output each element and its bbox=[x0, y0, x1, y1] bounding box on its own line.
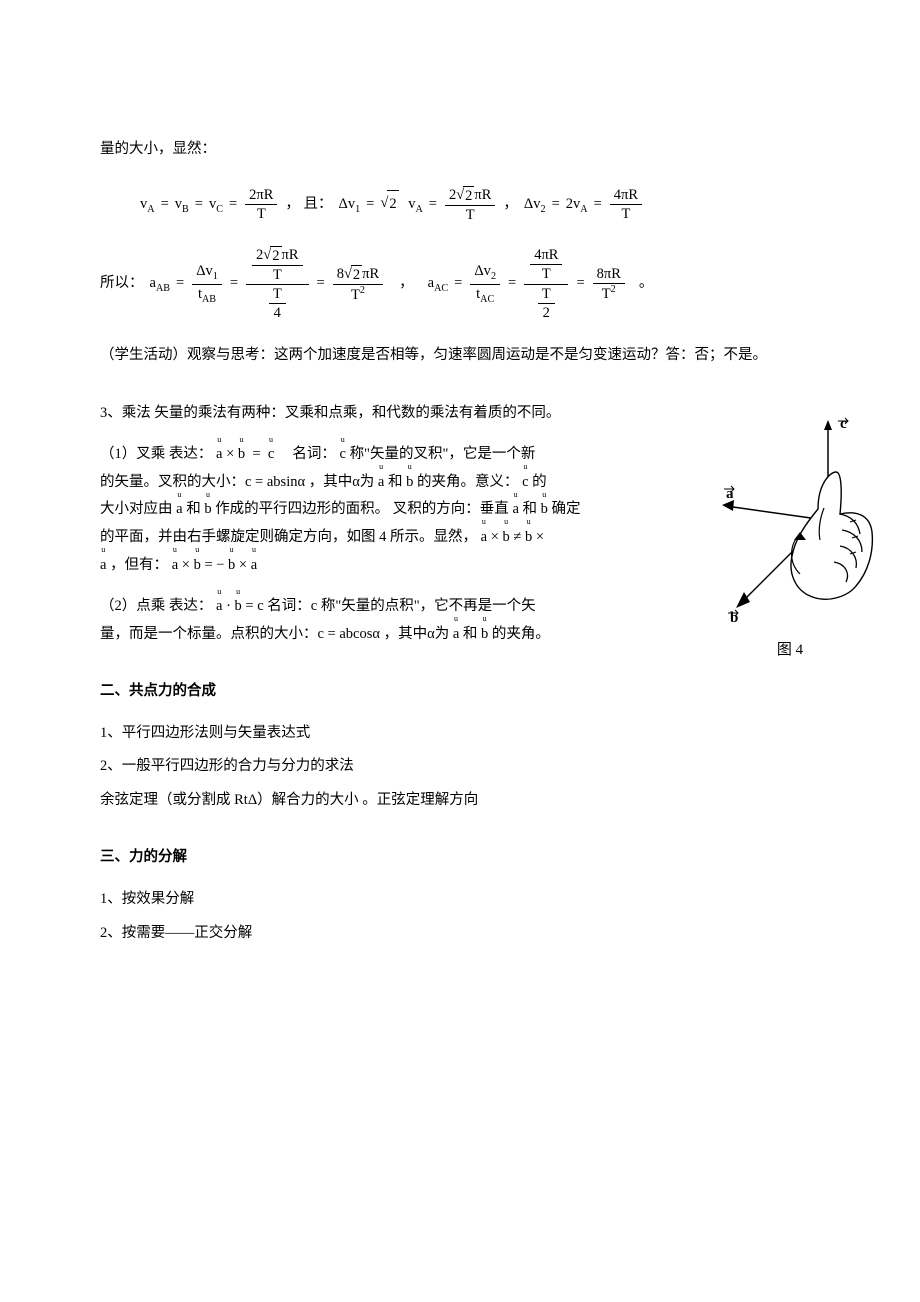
sec2-item-3: 余弦定理（或分割成 RtΔ）解合力的大小 。正弦定理解方向 bbox=[100, 787, 820, 815]
page: 量的大小，显然： vA = vB = vC = 2πRT ， 且： Δv1 = … bbox=[0, 0, 920, 1013]
figure-4: c a b bbox=[700, 414, 880, 665]
cross-product-paragraph: （1）叉乘 表达： ua × ub = uc 名词： uc 称"矢量的叉积"，它… bbox=[100, 441, 680, 579]
section-3: c a b bbox=[100, 400, 820, 648]
sec2-item-1: 1、平行四边形法则与矢量表达式 bbox=[100, 720, 820, 748]
sec2-heading: 二、共点力的合成 bbox=[100, 678, 820, 706]
equation-1: vA = vB = vC = 2πRT ， 且： Δv1 = 2 vA = 22… bbox=[140, 186, 820, 224]
equation-2: 所以： aAB = Δv1 tAB = 22πR T T 4 bbox=[100, 246, 820, 323]
intro-line: 量的大小，显然： bbox=[100, 136, 820, 164]
sec-decomp-heading: 三、力的分解 bbox=[100, 844, 820, 872]
sec-decomp-item-1: 1、按效果分解 bbox=[100, 886, 820, 914]
sec2-item-2: 2、一般平行四边形的合力与分力的求法 bbox=[100, 753, 820, 781]
hand-right-rule-icon: c a b bbox=[700, 414, 880, 634]
student-activity: （学生活动）观察与思考：这两个加速度是否相等，匀速率圆周运动是不是匀变速运动？答… bbox=[100, 342, 820, 370]
sec3-heading: 3、乘法 矢量的乘法有两种：叉乘和点乘，和代数的乘法有着质的不同。 bbox=[100, 400, 680, 428]
figure-4-caption: 图 4 bbox=[700, 636, 880, 665]
sec-decomp-item-2: 2、按需要——正交分解 bbox=[100, 920, 820, 948]
dot-product-paragraph: （2）点乘 表达： ua · ub = c 名词：c 称"矢量的点积"，它不再是… bbox=[100, 593, 680, 648]
